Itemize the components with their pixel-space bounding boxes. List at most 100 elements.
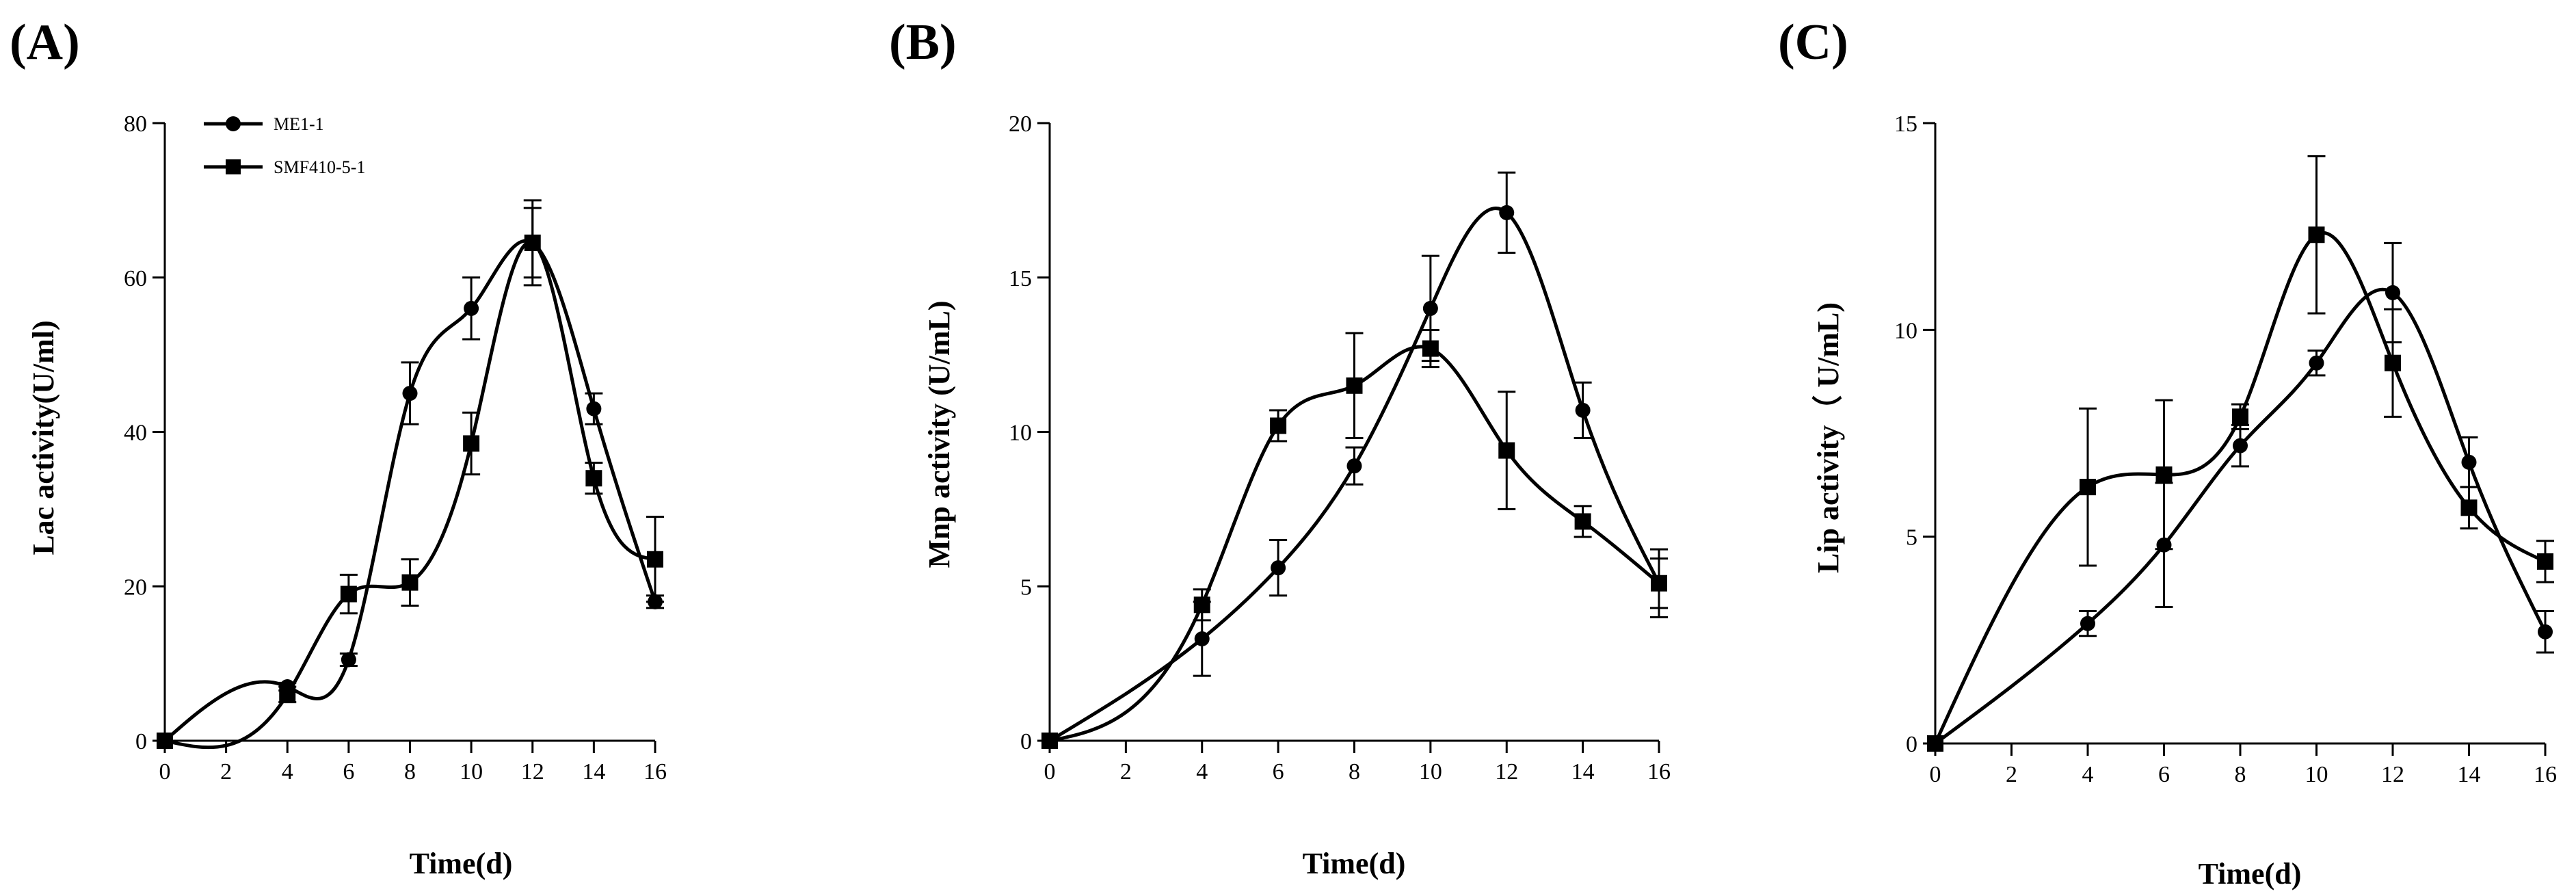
data-point <box>2385 354 2401 371</box>
data-point <box>157 733 173 749</box>
data-point <box>1270 417 1287 434</box>
data-point <box>1041 733 1058 749</box>
x-tick-label: 16 <box>643 759 667 785</box>
legend-label-smf410-5-1: SMF410-5-1 <box>274 157 365 177</box>
x-tick-label: 16 <box>2534 762 2557 787</box>
data-point <box>585 470 602 487</box>
x-tick-label: 10 <box>460 759 483 785</box>
data-point <box>1193 596 1210 614</box>
series-smf410-5-1 <box>1927 155 2554 752</box>
y-tick-label: 20 <box>124 575 147 600</box>
x-tick-label: 2 <box>1120 759 1132 785</box>
data-point <box>2537 553 2553 570</box>
y-axis-label: Mnp activity (U/mL) <box>922 300 956 568</box>
data-point <box>1346 377 1363 394</box>
panel-label: (C) <box>1778 14 1848 70</box>
data-point <box>464 300 479 316</box>
y-tick-label: 60 <box>124 266 147 291</box>
data-point <box>402 386 418 401</box>
data-point <box>1422 300 1438 316</box>
y-axis-label: Lip activity（ U/mL) <box>1811 302 1845 573</box>
data-point <box>1651 575 1667 592</box>
data-point <box>2309 355 2324 371</box>
x-tick-label: 6 <box>2158 762 2170 787</box>
data-point <box>524 234 541 251</box>
x-tick-label: 14 <box>2458 762 2481 787</box>
y-tick-label: 10 <box>1009 421 1032 446</box>
x-tick-label: 8 <box>2235 762 2246 787</box>
data-point <box>647 551 663 568</box>
x-tick-label: 2 <box>2006 762 2017 787</box>
y-tick-label: 10 <box>1894 318 1917 343</box>
x-tick-label: 6 <box>1273 759 1284 785</box>
data-point <box>1499 205 1515 220</box>
data-point <box>1927 735 1943 752</box>
legend-marker-square <box>226 159 241 174</box>
y-tick-label: 15 <box>1894 111 1917 137</box>
x-tick-label: 8 <box>1349 759 1360 785</box>
data-point <box>279 686 296 703</box>
y-tick-label: 80 <box>124 111 147 137</box>
data-point <box>401 574 419 591</box>
series-smf410-5-1 <box>1041 329 1668 749</box>
series-line <box>164 240 656 750</box>
x-tick-label: 6 <box>343 759 354 785</box>
x-tick-label: 0 <box>1930 762 1941 787</box>
y-tick-label: 5 <box>1906 525 1917 551</box>
data-point <box>341 652 356 668</box>
data-point <box>2538 624 2553 640</box>
panel-label: (A) <box>10 14 80 70</box>
data-point <box>586 401 602 417</box>
x-axis-label: Time(d) <box>2199 857 2302 891</box>
panel-label: (B) <box>889 14 957 70</box>
chart-panel-b: (B) Mnp activity (U/mL) Time(d) 05101520… <box>889 14 1671 880</box>
y-tick-label: 0 <box>1906 732 1917 757</box>
x-tick-label: 14 <box>1571 759 1595 785</box>
x-tick-label: 0 <box>159 759 171 785</box>
x-tick-label: 14 <box>582 759 605 785</box>
data-point <box>1574 513 1591 530</box>
x-tick-label: 8 <box>404 759 416 785</box>
chart-panel-a: (A) Lac activity(U/ml) Time(d) ME1-1 SMF… <box>10 14 667 880</box>
data-point <box>2232 408 2248 425</box>
series-line <box>1933 231 2547 745</box>
series-line <box>163 239 657 742</box>
series-me1-1 <box>1042 171 1668 748</box>
y-tick-label: 0 <box>135 729 147 754</box>
data-point <box>463 435 480 452</box>
legend-label-me1-1: ME1-1 <box>274 114 324 134</box>
data-point <box>2155 466 2173 483</box>
y-tick-label: 20 <box>1009 111 1032 137</box>
data-point <box>340 585 357 603</box>
x-tick-label: 0 <box>1044 759 1056 785</box>
series-line <box>1934 287 2547 746</box>
series-line <box>1048 207 1661 743</box>
x-tick-label: 16 <box>1647 759 1671 785</box>
data-point <box>2460 499 2478 516</box>
x-tick-label: 12 <box>1495 759 1518 785</box>
x-axis-label: Time(d) <box>1303 847 1406 880</box>
y-tick-label: 5 <box>1020 575 1032 600</box>
y-axis-label: Lac activity(U/ml) <box>27 320 60 555</box>
data-point <box>2461 454 2477 470</box>
data-point <box>2080 616 2095 631</box>
x-tick-label: 12 <box>2381 762 2404 787</box>
data-point <box>1498 442 1515 459</box>
x-axis-label: Time(d) <box>410 847 513 880</box>
data-point <box>2308 226 2325 243</box>
x-tick-label: 10 <box>1419 759 1442 785</box>
y-tick-label: 40 <box>124 421 147 446</box>
data-point <box>2385 285 2400 300</box>
legend: ME1-1 SMF410-5-1 <box>204 114 365 177</box>
x-tick-label: 10 <box>2305 762 2328 787</box>
x-tick-label: 12 <box>521 759 544 785</box>
data-point <box>1346 458 1362 474</box>
data-point <box>1194 631 1210 647</box>
y-tick-label: 15 <box>1009 266 1032 291</box>
chart-panel-c: (C) Lip activity（ U/mL) Time(d) 0 5 10 15 0 2… <box>1778 14 2557 891</box>
y-tick-label: 0 <box>1020 729 1032 754</box>
data-point <box>1575 402 1591 418</box>
x-tick-label: 4 <box>1196 759 1208 785</box>
series-smf410-5-1 <box>157 207 664 750</box>
